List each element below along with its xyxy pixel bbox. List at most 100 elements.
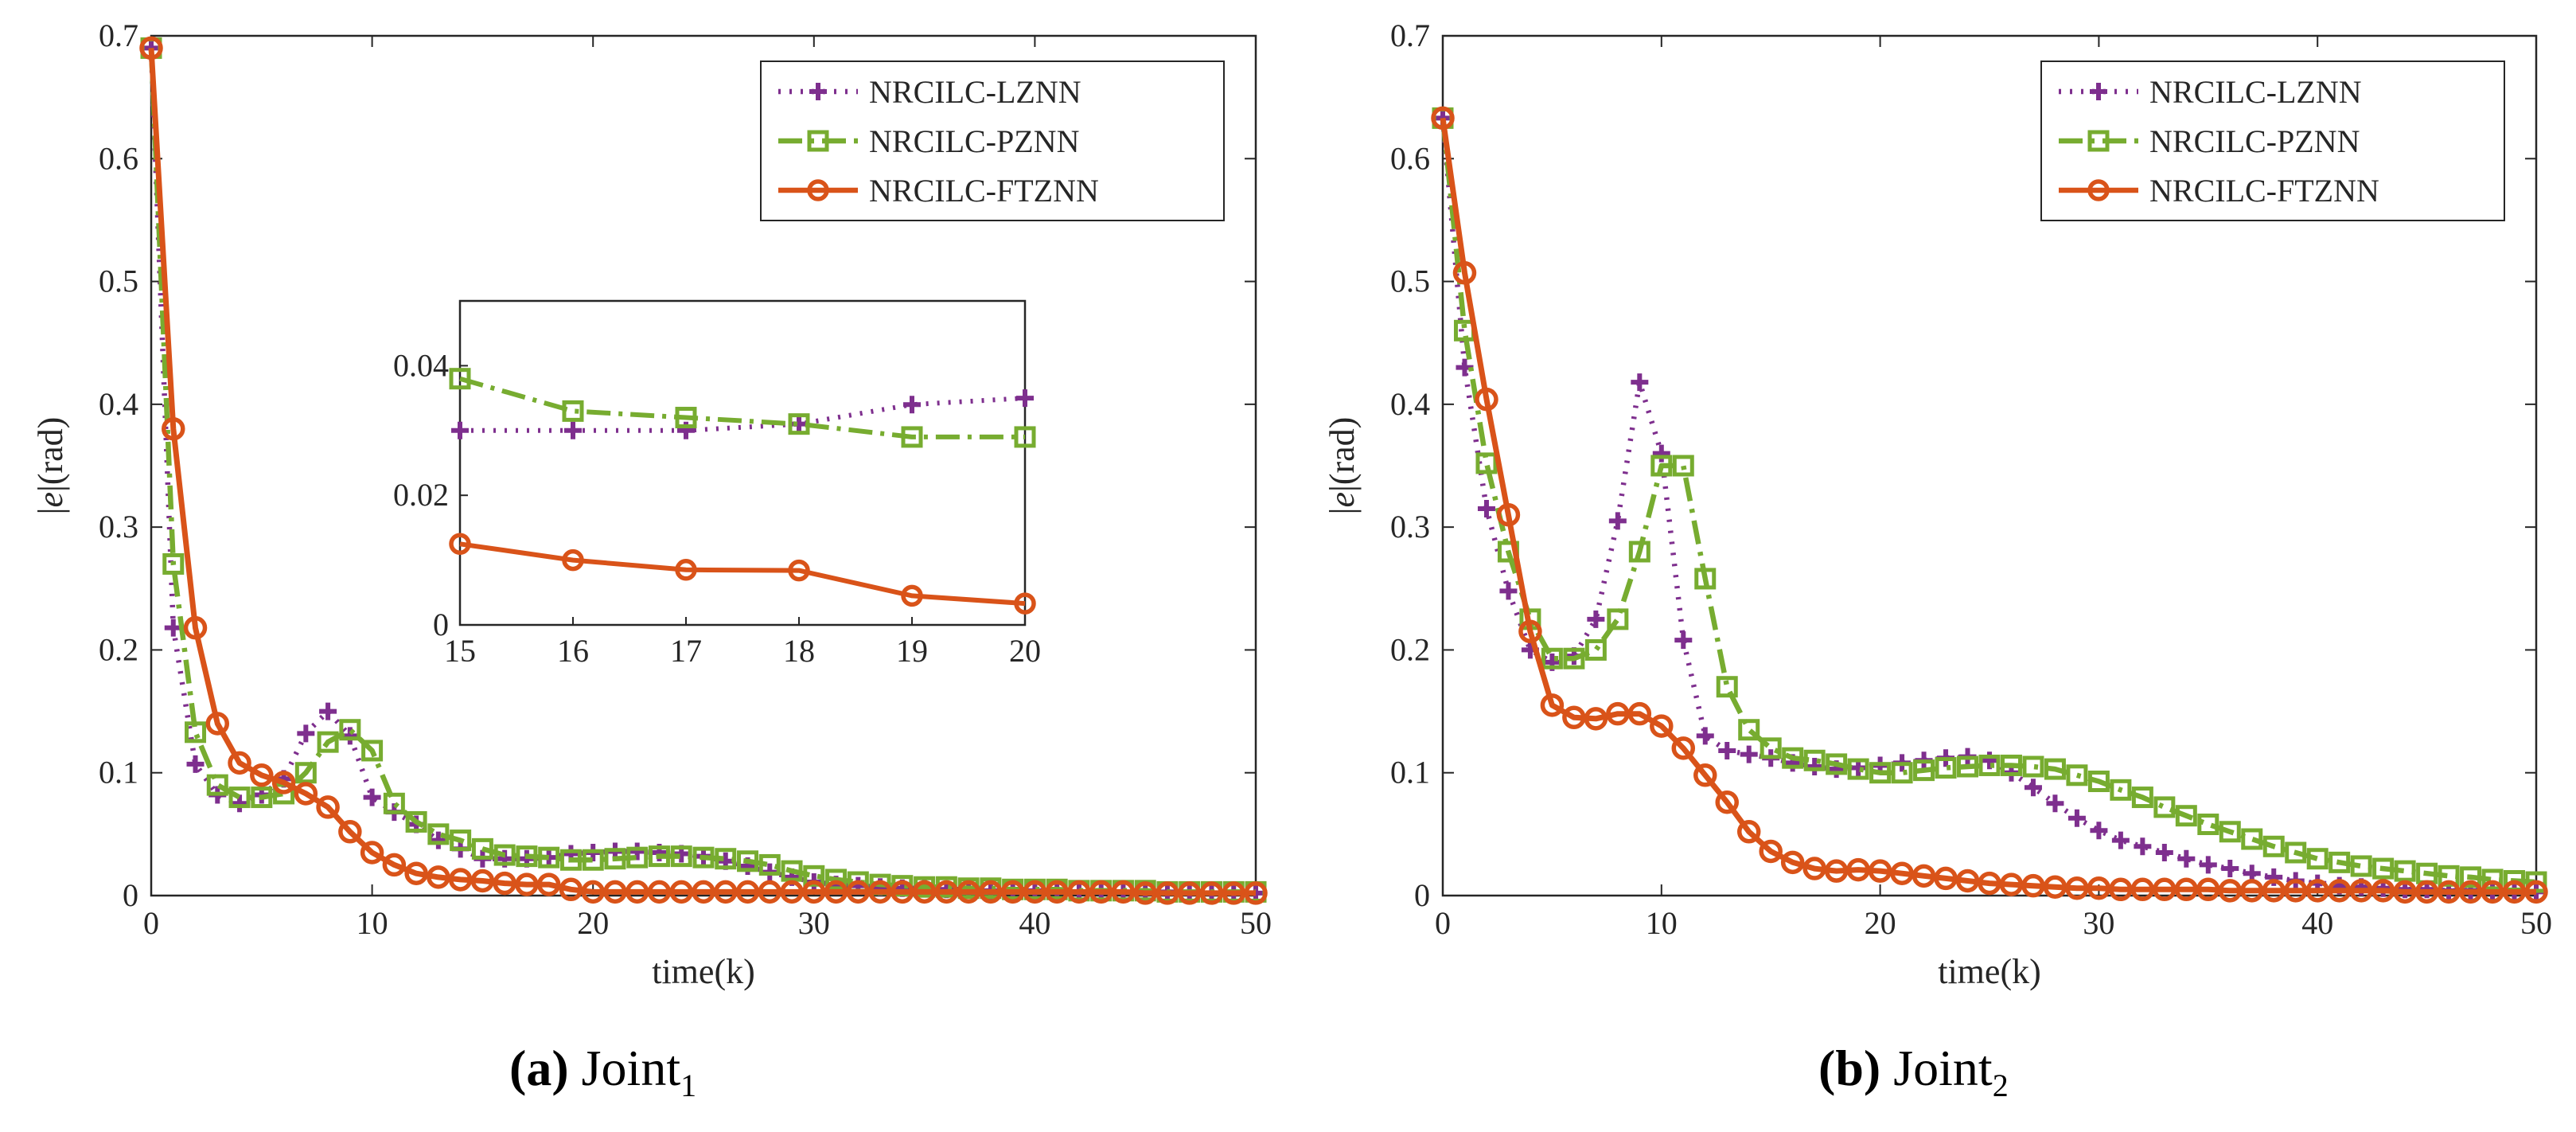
inset-point-ftznn — [901, 584, 923, 607]
y-tick-label-a: 0.4 — [99, 386, 138, 422]
point-ftznn-a — [493, 871, 516, 896]
point-ftznn-a — [427, 865, 450, 889]
point-ftznn-a — [581, 880, 605, 904]
y-tick-label-b: 0 — [1414, 877, 1430, 913]
point-ftznn-b — [1431, 106, 1455, 131]
point-pznn-b — [1541, 647, 1563, 669]
point-ftznn-a — [536, 872, 561, 896]
point-ftznn-b — [1584, 707, 1608, 731]
legend-label-pznn: NRCILC-PZNN — [869, 123, 1079, 159]
inset-point-ftznn — [675, 559, 697, 581]
point-ftznn-b — [2021, 873, 2045, 898]
point-pznn-a — [626, 846, 649, 869]
point-pznn-b — [1978, 754, 2001, 776]
point-ftznn-b — [2174, 877, 2199, 902]
legend-marker-lznn — [2090, 83, 2107, 100]
point-pznn-a — [781, 860, 803, 882]
point-pznn-a — [715, 848, 737, 870]
point-lznn-b — [1718, 741, 1736, 759]
point-ftznn-b — [2393, 880, 2417, 904]
point-ftznn-b — [2196, 877, 2220, 902]
x-tick-label-a: 20 — [577, 905, 609, 941]
y-tick-label-a: 0 — [123, 877, 138, 913]
point-ftznn-a — [1155, 881, 1179, 905]
point-pznn-b — [2153, 796, 2176, 818]
point-pznn-a — [427, 823, 450, 845]
point-lznn-a — [628, 842, 646, 861]
point-ftznn-a — [692, 880, 715, 904]
point-lznn-b — [2177, 849, 2196, 868]
point-lznn-b — [1652, 444, 1670, 463]
caption-b-sub: 2 — [1992, 1067, 2009, 1103]
point-pznn-a — [228, 787, 251, 809]
point-ftznn-b — [2153, 877, 2177, 902]
point-lznn-b — [2155, 844, 2173, 861]
legend-b: NRCILC-LZNN NRCILC-PZNN NRCILC-FTZNN — [2040, 61, 2505, 221]
point-ftznn-b — [2524, 880, 2548, 904]
point-pznn-b — [2175, 805, 2197, 827]
inset-point-ftznn — [1014, 592, 1036, 615]
chart-b: 0 10 20 30 40 50 0 0.1 0.2 0.3 0.4 0.5 0.6 0.7 time(k)… — [1323, 18, 2552, 991]
point-ftznn-a — [1244, 881, 1268, 905]
point-pznn-b — [2394, 860, 2416, 882]
point-pznn-a — [582, 849, 604, 871]
caption-b: (b) Joint2 — [1818, 1039, 2009, 1104]
point-ftznn-a — [1089, 880, 1113, 904]
point-ftznn-a — [139, 36, 163, 61]
caption-b-text: Joint — [1893, 1040, 1993, 1096]
point-pznn-b — [2066, 764, 2088, 787]
inset-line-ftznn — [459, 541, 1026, 607]
point-pznn-a — [294, 762, 317, 784]
point-ftznn-a — [979, 880, 1003, 904]
point-pznn-a — [206, 774, 228, 796]
point-ftznn-b — [1999, 872, 2024, 896]
caption-a-text: Joint — [581, 1040, 681, 1096]
point-ftznn-a — [758, 880, 782, 904]
y-tick-label-b: 0.2 — [1390, 631, 1430, 667]
point-ftznn-b — [2109, 877, 2133, 902]
point-ftznn-b — [2087, 876, 2111, 900]
point-lznn-a — [231, 794, 249, 813]
point-ftznn-a — [625, 880, 649, 904]
point-ftznn-b — [1518, 619, 1542, 644]
point-ftznn-a — [294, 782, 318, 806]
point-ftznn-a — [559, 877, 583, 902]
point-pznn-a — [383, 792, 405, 814]
point-ftznn-a — [846, 880, 871, 904]
point-ftznn-a — [934, 880, 959, 904]
point-ftznn-b — [2130, 877, 2155, 902]
x-tick-label-a: 30 — [798, 905, 830, 941]
point-ftznn-a — [470, 869, 495, 893]
point-ftznn-b — [2327, 879, 2352, 903]
point-pznn-b — [2022, 755, 2044, 778]
point-pznn-a — [162, 552, 185, 575]
point-ftznn-b — [1868, 859, 1892, 883]
point-pznn-a — [405, 810, 427, 833]
point-pznn-b — [1650, 455, 1673, 477]
point-ftznn-b — [1802, 857, 1826, 880]
point-lznn-b — [1981, 751, 1998, 770]
point-pznn-b — [2241, 828, 2263, 850]
inset-point-lznn — [451, 421, 469, 439]
point-ftznn-a — [603, 880, 627, 904]
point-pznn-b — [2350, 855, 2372, 877]
point-ftznn-a — [515, 872, 539, 896]
y-tick-label-b: 0.6 — [1390, 140, 1430, 176]
point-pznn-b — [2306, 848, 2329, 870]
point-pznn-a — [825, 869, 848, 891]
point-ftznn-a — [382, 853, 407, 877]
point-lznn-b — [2134, 837, 2152, 856]
point-lznn-b — [2046, 794, 2064, 813]
inset-plot-area — [458, 299, 1027, 627]
point-pznn-b — [2044, 758, 2066, 780]
point-lznn-b — [2067, 809, 2086, 827]
point-pznn-b — [1628, 541, 1650, 563]
point-pznn-a — [559, 849, 582, 871]
x-tick-label-a: 40 — [1019, 905, 1050, 941]
point-ftznn-a — [802, 880, 826, 904]
point-ftznn-b — [2065, 876, 2089, 900]
inset-series-pznn — [449, 368, 1036, 448]
point-ftznn-a — [1222, 881, 1245, 905]
point-pznn-b — [2481, 869, 2504, 891]
point-pznn-a — [758, 853, 781, 876]
